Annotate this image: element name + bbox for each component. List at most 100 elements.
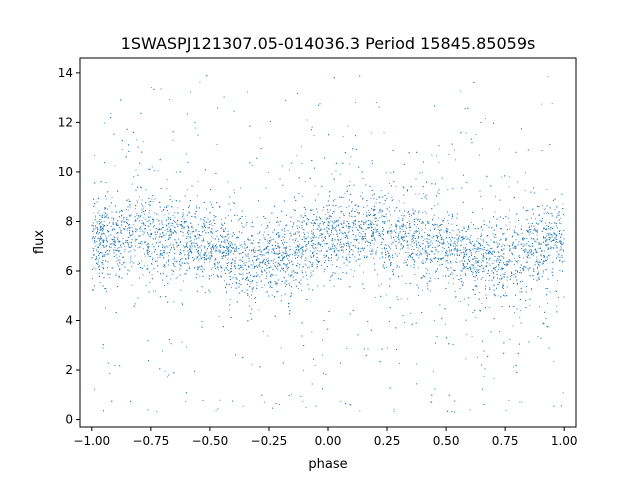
data-point — [316, 267, 318, 269]
data-point — [153, 221, 154, 223]
data-point — [232, 247, 234, 249]
data-point — [482, 245, 483, 246]
data-point — [563, 250, 564, 252]
data-point — [533, 238, 534, 239]
data-point — [474, 268, 476, 270]
data-point — [310, 276, 311, 278]
data-point — [370, 221, 372, 223]
data-point — [377, 224, 378, 226]
data-point — [550, 240, 552, 242]
data-point — [345, 243, 347, 245]
data-point — [237, 219, 239, 221]
data-point — [537, 273, 539, 275]
data-point — [313, 228, 314, 230]
data-point — [293, 209, 295, 210]
data-point — [171, 273, 173, 275]
data-point — [550, 246, 552, 248]
data-point — [145, 284, 147, 286]
data-point — [555, 242, 557, 244]
data-point — [435, 249, 437, 251]
data-point — [235, 257, 237, 259]
data-point — [170, 231, 172, 232]
data-point — [280, 347, 282, 349]
data-point — [197, 180, 199, 182]
data-point — [285, 248, 286, 250]
data-point — [403, 202, 405, 204]
data-point — [132, 223, 134, 225]
data-point — [398, 233, 400, 234]
data-point — [482, 229, 483, 231]
data-point — [125, 209, 127, 211]
data-point — [369, 242, 371, 243]
data-point — [423, 193, 425, 195]
data-point — [273, 252, 275, 254]
data-point — [486, 244, 488, 245]
data-point — [304, 263, 306, 265]
data-point — [557, 214, 559, 216]
data-point — [142, 274, 144, 276]
data-point — [522, 243, 524, 245]
data-point — [517, 181, 519, 183]
data-point — [420, 246, 421, 247]
data-point — [528, 233, 530, 235]
data-point — [116, 248, 118, 250]
data-point — [232, 283, 233, 284]
data-point — [318, 243, 319, 245]
data-point — [551, 241, 552, 243]
data-point — [227, 258, 228, 260]
data-point — [351, 202, 353, 203]
data-point — [516, 262, 518, 264]
data-point — [197, 251, 199, 253]
data-point — [539, 306, 540, 308]
data-point — [544, 269, 546, 271]
data-point — [482, 256, 484, 257]
data-point — [482, 208, 483, 210]
data-point — [184, 262, 186, 264]
data-point — [436, 191, 438, 193]
data-point — [373, 235, 375, 237]
data-point — [464, 252, 465, 254]
data-point — [544, 227, 545, 229]
data-point — [524, 189, 526, 191]
data-point — [554, 290, 556, 292]
data-point — [122, 218, 124, 220]
data-point — [444, 323, 446, 325]
data-point — [223, 250, 225, 252]
data-point — [317, 243, 319, 245]
data-point — [101, 262, 103, 264]
data-point — [277, 261, 279, 263]
data-point — [401, 235, 403, 237]
data-point — [280, 221, 281, 222]
data-point — [134, 250, 136, 252]
data-point — [109, 277, 111, 279]
data-point — [125, 240, 127, 242]
data-point — [407, 244, 409, 246]
data-point — [303, 229, 305, 231]
data-point — [500, 278, 502, 279]
data-point — [127, 237, 129, 238]
data-point — [508, 186, 510, 188]
data-point — [304, 181, 306, 183]
data-point — [523, 265, 525, 267]
data-point — [172, 222, 174, 224]
data-point — [519, 255, 521, 257]
data-point — [174, 216, 176, 218]
data-point — [500, 269, 502, 270]
data-point — [418, 254, 420, 256]
data-point — [393, 411, 395, 413]
data-point — [509, 248, 511, 249]
data-point — [230, 250, 232, 251]
data-point — [106, 245, 108, 246]
data-point — [199, 235, 201, 236]
data-point — [296, 155, 298, 157]
data-point — [552, 235, 553, 237]
data-point — [227, 215, 229, 217]
data-point — [478, 292, 480, 293]
data-point — [162, 209, 164, 211]
data-point — [350, 269, 352, 271]
data-point — [524, 172, 526, 174]
data-point — [398, 220, 399, 221]
data-point — [434, 319, 435, 321]
data-point — [542, 262, 544, 264]
data-point — [260, 254, 261, 255]
